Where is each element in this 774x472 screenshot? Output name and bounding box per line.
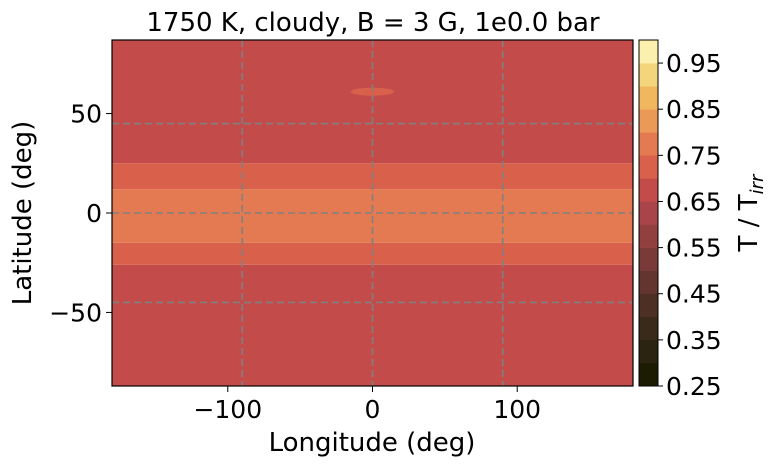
colorbar: [639, 40, 658, 387]
colorbar-segment: [639, 40, 658, 64]
colorbar-segment: [639, 362, 658, 387]
colorbar-segment: [639, 201, 658, 225]
colorbar-label-subscript: irr: [747, 173, 768, 194]
x-axis-label: Longitude (deg): [269, 428, 476, 458]
colorbar-tick-label: 0.55: [666, 234, 722, 263]
x-tick-label: 0: [365, 395, 381, 424]
chart-title: 1750 K, cloudy, B = 3 G, 1e0.0 bar: [146, 8, 600, 38]
colorbar-tick-label: 0.75: [666, 141, 722, 170]
colorbar-segment: [639, 270, 658, 295]
colorbar-frame: [638, 39, 659, 387]
colorbar-segment: [639, 178, 658, 202]
x-axis-ticks: −100 0 100: [193, 386, 541, 424]
y-tick-label: 50: [70, 100, 102, 129]
colorbar-segment: [639, 224, 658, 248]
colorbar-tick-label: 0.95: [666, 49, 722, 78]
y-tick-label: 0: [86, 199, 102, 228]
grid-lines: [112, 40, 633, 386]
colorbar-tick-label: 0.85: [666, 95, 722, 124]
colorbar-segment: [639, 86, 658, 110]
colorbar-segment: [639, 109, 658, 133]
colorbar-segment: [639, 155, 658, 179]
colorbar-segment: [639, 339, 658, 364]
colorbar-segment: [639, 293, 658, 318]
colorbar-ticks: 0.25 0.35 0.45 0.55 0.65 0.75 0.85 0.95: [658, 49, 722, 401]
colorbar-segment: [639, 316, 658, 341]
colorbar-tick-label: 0.25: [666, 372, 722, 401]
y-axis-ticks: 50 0 −50: [49, 100, 112, 327]
colorbar-label: T / Tirr: [734, 173, 768, 252]
colorbar-tick-label: 0.45: [666, 280, 722, 309]
colorbar-segment: [639, 247, 658, 271]
colorbar-segment: [639, 132, 658, 156]
x-tick-label: −100: [193, 395, 262, 424]
y-axis-label: Latitude (deg): [8, 121, 38, 306]
colorbar-tick-label: 0.35: [666, 326, 722, 355]
colorbar-label-main: T / T: [734, 194, 764, 252]
y-tick-label: −50: [49, 298, 102, 327]
temperature-feature: [350, 87, 395, 96]
colorbar-tick-label: 0.65: [666, 187, 722, 216]
colorbar-segment: [639, 63, 658, 87]
x-tick-label: 100: [493, 395, 541, 424]
